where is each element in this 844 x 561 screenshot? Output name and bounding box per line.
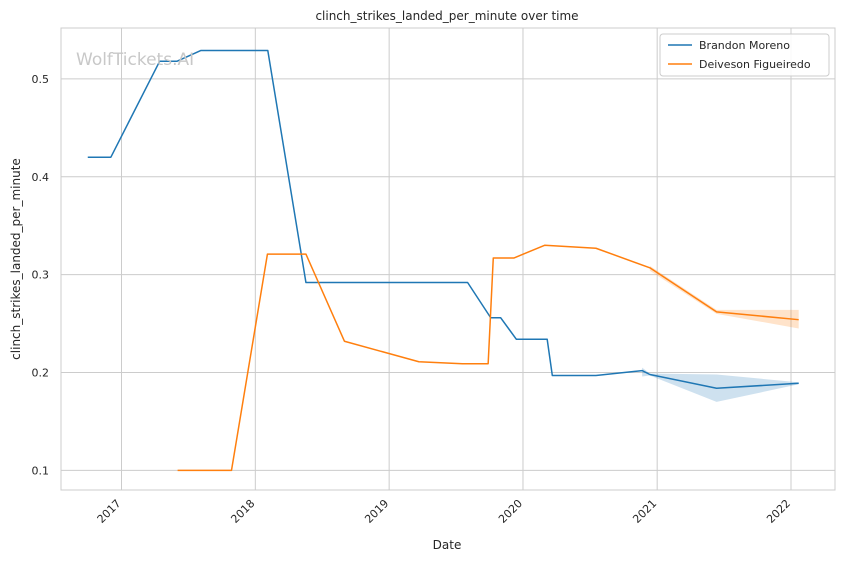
series-line-brandon-moreno: [87, 49, 799, 389]
x-tick-label: 2021: [630, 497, 659, 526]
y-tick-labels: 0.1 0.2 0.3 0.4 0.5: [32, 73, 50, 478]
watermark: WolfTickets.AI: [76, 50, 194, 70]
x-tick-label: 2018: [228, 497, 257, 526]
confidence-band-brandon-moreno: [642, 367, 799, 402]
x-axis-title: Date: [433, 538, 462, 552]
x-tick-label: 2020: [496, 497, 525, 526]
legend-label-deiveson-figueiredo: Deiveson Figueiredo: [699, 58, 811, 71]
legend-box: [659, 33, 830, 77]
x-tick-labels: 2017 2018 2019 2020 2021 2022: [95, 497, 793, 526]
confidence-bands: [642, 265, 799, 402]
x-tick-label: 2017: [95, 497, 124, 526]
y-tick-label: 0.5: [32, 73, 50, 86]
y-axis-title: clinch_strikes_landed_per_minute: [9, 158, 23, 360]
confidence-band-deiveson-figueiredo: [649, 265, 799, 329]
y-tick-label: 0.4: [32, 171, 50, 184]
legend: Brandon Moreno Deiveson Figueiredo: [659, 33, 830, 77]
series-line-deiveson-figueiredo: [177, 244, 799, 472]
series-lines: [87, 49, 799, 472]
legend-label-brandon-moreno: Brandon Moreno: [699, 39, 790, 52]
chart-title: clinch_strikes_landed_per_minute over ti…: [315, 9, 578, 23]
plot-area: [60, 27, 836, 491]
y-tick-label: 0.3: [32, 269, 50, 282]
y-tick-label: 0.1: [32, 464, 50, 477]
y-tick-label: 0.2: [32, 367, 50, 380]
x-tick-label: 2019: [362, 497, 391, 526]
x-tick-label: 2022: [764, 497, 793, 526]
